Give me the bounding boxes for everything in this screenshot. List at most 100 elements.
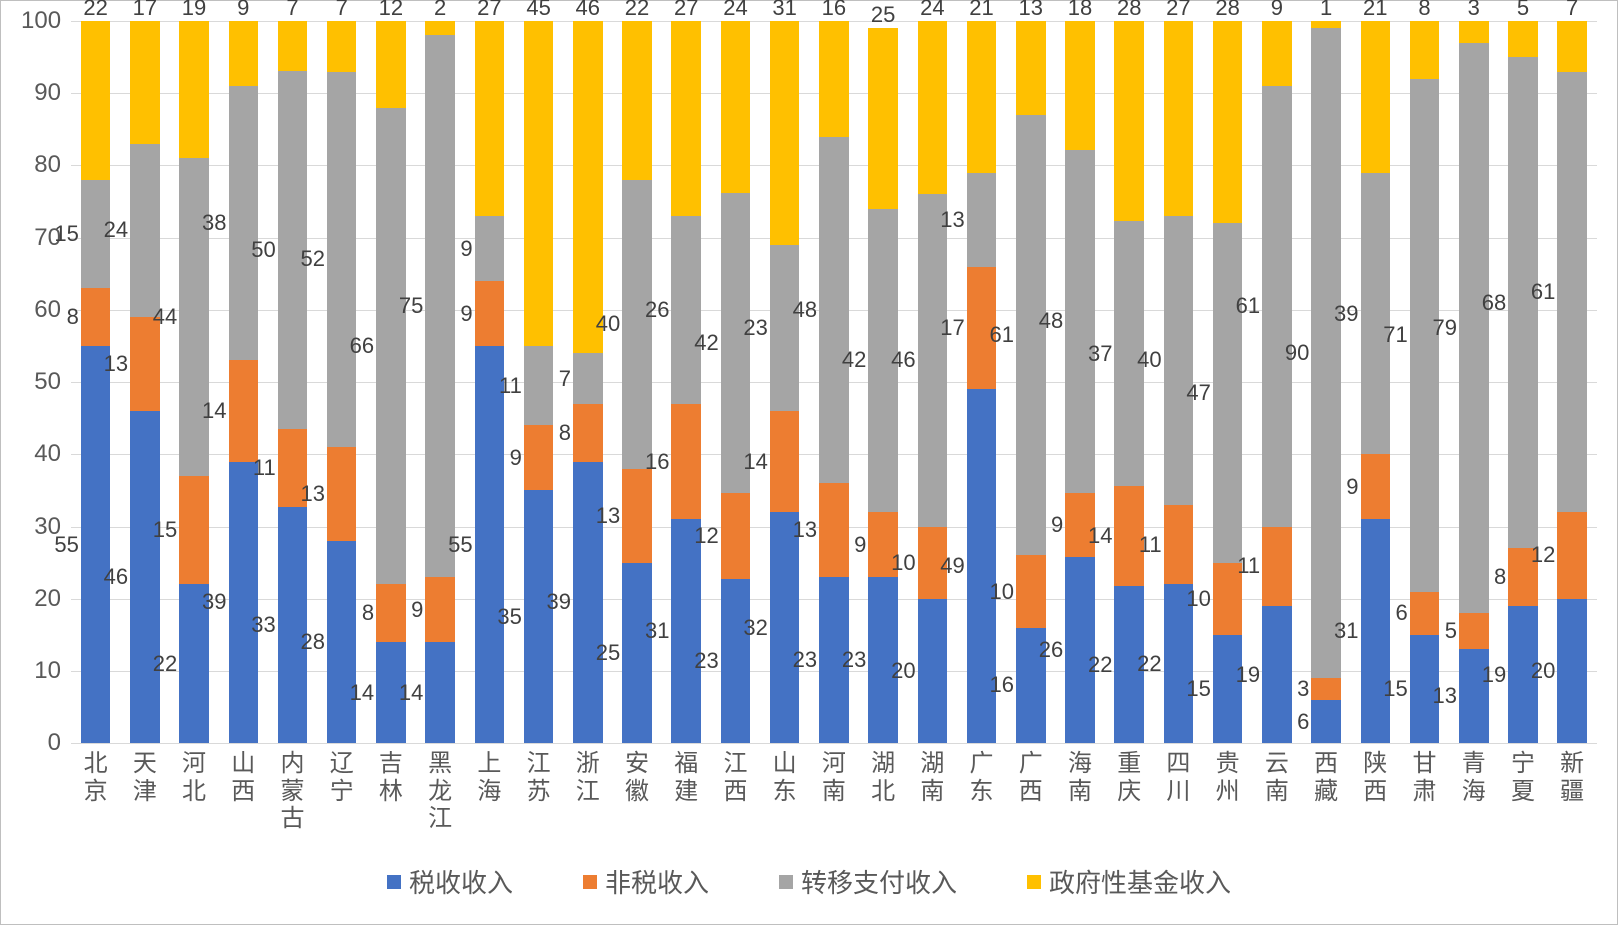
segment-fund: 8 <box>1410 21 1440 79</box>
x-tick-label: 云南 <box>1252 750 1301 833</box>
x-tick-label: 浙江 <box>563 750 612 833</box>
segment-value-label: 8 <box>67 306 79 328</box>
segment-value-label: 3 <box>1297 678 1309 700</box>
segment-value-label: 1 <box>1320 0 1332 19</box>
segment-value-label: 13 <box>596 505 620 527</box>
segment-value-label: 14 <box>743 451 767 473</box>
segment-transfer: 90 <box>1311 28 1341 678</box>
segment-tax: 20 <box>918 599 948 743</box>
segment-transfer: 11 <box>524 346 554 425</box>
segment-value-label: 12 <box>379 0 403 19</box>
segment-fund: 21 <box>1361 21 1391 173</box>
bar: 20104624 <box>918 21 948 743</box>
bar-slot: 135793 <box>1449 21 1498 743</box>
segment-transfer: 40 <box>1164 216 1194 505</box>
x-tick-label: 广东 <box>957 750 1006 833</box>
segment-tax: 25 <box>622 563 652 744</box>
segment-transfer: 39 <box>1361 173 1391 455</box>
x-tick-label: 广西 <box>1006 750 1055 833</box>
segment-value-label: 6 <box>1297 711 1309 733</box>
segment-value-label: 71 <box>1383 324 1407 346</box>
segment-transfer: 26 <box>671 216 701 404</box>
legend-item-fund: 政府性基金收入 <box>1027 863 1231 900</box>
segment-nontax: 3 <box>1311 678 1341 700</box>
segment-value-label: 19 <box>1482 664 1506 686</box>
x-tick-label: 江苏 <box>514 750 563 833</box>
bar: 31162627 <box>671 21 701 743</box>
segment-transfer: 13 <box>967 173 997 267</box>
bar: 5581522 <box>81 21 111 743</box>
segment-transfer: 24 <box>130 144 160 317</box>
segment-value-label: 35 <box>497 606 521 628</box>
segment-transfer: 46 <box>918 194 948 526</box>
segment-value-label: 25 <box>871 4 895 26</box>
bar-slot: 16106113 <box>1006 21 1055 743</box>
bars-row: 5581522461324172215441939143893311507281… <box>71 21 1597 743</box>
segment-value-label: 47 <box>1186 382 1210 404</box>
x-tick-label: 海南 <box>1055 750 1104 833</box>
x-tick-label: 贵州 <box>1203 750 1252 833</box>
segment-transfer: 75 <box>425 35 455 577</box>
segment-value-label: 46 <box>576 0 600 19</box>
segment-value-label: 9 <box>1051 514 1063 536</box>
segment-value-label: 22 <box>625 0 649 19</box>
segment-value-label: 16 <box>990 674 1014 696</box>
segment-nontax: 8 <box>81 288 111 346</box>
segment-value-label: 31 <box>1334 620 1358 642</box>
segment-value-label: 9 <box>460 238 472 260</box>
bar-slot: 198685 <box>1498 21 1547 743</box>
segment-tax: 39 <box>229 462 259 744</box>
segment-transfer: 61 <box>1262 86 1292 527</box>
x-tick-label: 新疆 <box>1548 750 1597 833</box>
segment-value-label: 23 <box>743 317 767 339</box>
segment-transfer: 61 <box>1557 72 1587 513</box>
x-tick-label: 北京 <box>71 750 120 833</box>
segment-tax: 55 <box>81 346 111 743</box>
bar: 3591145 <box>524 21 554 743</box>
segment-value-label: 11 <box>1237 555 1260 577</box>
segment-transfer: 44 <box>179 158 209 476</box>
segment-value-label: 8 <box>362 602 374 624</box>
segment-tax: 35 <box>524 490 554 743</box>
segment-fund: 9 <box>1262 21 1292 86</box>
bar: 46132417 <box>130 21 160 743</box>
segment-value-label: 38 <box>202 212 226 234</box>
segment-value-label: 48 <box>1039 310 1063 332</box>
x-tick-label: 江西 <box>711 750 760 833</box>
x-tick-label: 青海 <box>1449 750 1498 833</box>
segment-tax: 23 <box>721 579 751 743</box>
bar: 2394225 <box>868 21 898 743</box>
bar: 49171321 <box>967 21 997 743</box>
bar: 22143728 <box>1114 21 1144 743</box>
segment-value-label: 37 <box>1088 343 1112 365</box>
segment-value-label: 44 <box>153 306 177 328</box>
bar-slot: 46132417 <box>120 21 169 743</box>
segment-tax: 15 <box>1213 635 1243 743</box>
segment-tax: 20 <box>1557 599 1587 743</box>
bar: 198685 <box>1508 21 1538 743</box>
segment-nontax: 5 <box>1459 613 1489 649</box>
legend-label: 税收收入 <box>409 863 513 900</box>
bar-slot: 20104624 <box>908 21 957 743</box>
bar: 2012617 <box>1557 21 1587 743</box>
segment-nontax: 10 <box>1016 555 1046 627</box>
bar-slot: 49171321 <box>957 21 1006 743</box>
x-tick-label: 陕西 <box>1351 750 1400 833</box>
segment-value-label: 13 <box>1432 685 1456 707</box>
segment-nontax: 14 <box>770 411 800 512</box>
segment-value-label: 17 <box>133 0 157 19</box>
y-tick-label: 100 <box>21 7 61 35</box>
segment-value-label: 10 <box>990 581 1014 603</box>
legend-label: 非税收入 <box>605 863 709 900</box>
segment-value-label: 13 <box>300 483 324 505</box>
segment-value-label: 61 <box>990 324 1014 346</box>
segment-value-label: 7 <box>336 0 348 19</box>
segment-tax: 33 <box>278 507 308 743</box>
segment-value-label: 22 <box>83 0 107 19</box>
segment-value-label: 40 <box>596 313 620 335</box>
segment-value-label: 24 <box>104 219 128 241</box>
segment-value-label: 3 <box>1468 0 1480 19</box>
segment-value-label: 61 <box>1236 295 1260 317</box>
segment-value-label: 42 <box>842 349 866 371</box>
segment-fund: 28 <box>1114 21 1144 221</box>
